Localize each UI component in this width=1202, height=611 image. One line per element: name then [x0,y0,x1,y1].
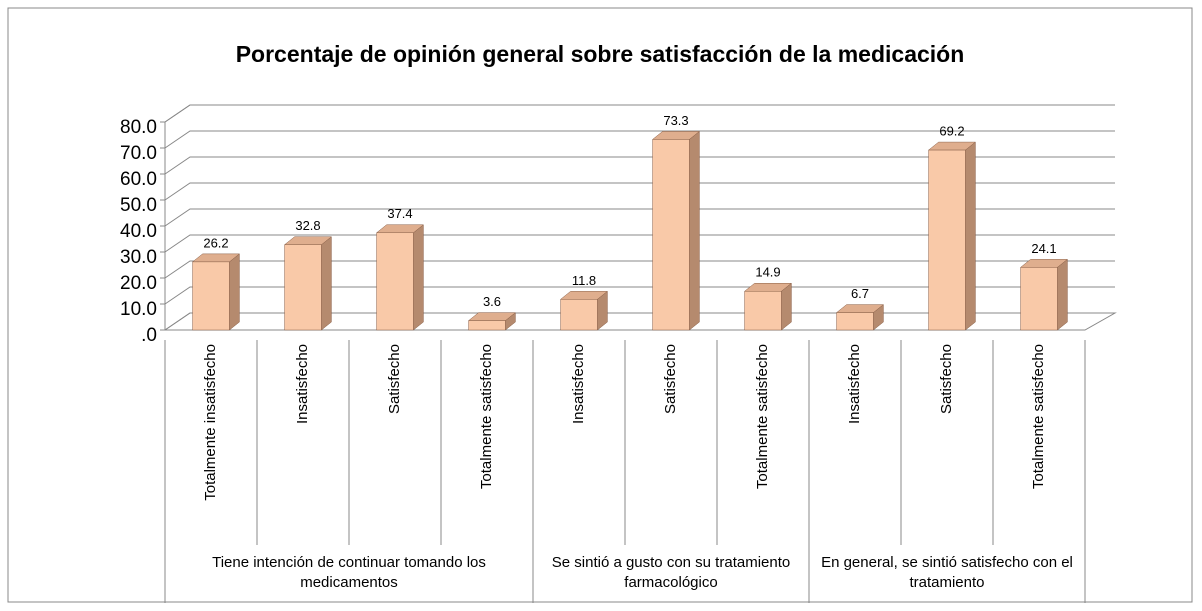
x-tick-label: Totalmente satisfecho [754,344,771,489]
x-tick-label: Satisfecho [386,344,403,414]
bar [284,244,322,331]
y-tick-label: 80.0 [120,117,157,138]
chart-title: Porcentaje de opinión general sobre sati… [236,41,965,67]
bar-side [229,253,240,331]
y-tick-label: 20.0 [120,273,157,294]
y-tick-label: 60.0 [120,169,157,190]
x-tick-label: Satisfecho [938,344,955,414]
data-label: 14.9 [755,265,780,280]
data-label: 26.2 [203,235,228,250]
bar-side [689,130,700,331]
y-tick-label: 40.0 [120,221,157,242]
x-tick-label: Totalmente satisfecho [1030,344,1047,489]
bar-side [413,224,424,331]
bar [192,261,230,331]
x-tick-label: Insatisfecho [846,344,863,424]
bar-side [321,236,332,331]
data-label: 24.1 [1031,241,1056,256]
grid-line [164,156,1115,175]
y-tick-label: 30.0 [120,247,157,268]
y-tick-label: 70.0 [120,143,157,164]
grid-line [164,182,1115,201]
data-label: 3.6 [483,294,501,309]
x-tick-label: Satisfecho [662,344,679,414]
data-label: 73.3 [663,113,688,128]
x-tick-label: Totalmente insatisfecho [202,344,219,501]
bar [560,299,598,331]
group-label: Tiene intención de continuar tomando los… [212,554,486,591]
data-label: 69.2 [939,124,964,139]
data-label: 32.8 [295,218,320,233]
bar [468,320,506,331]
x-tick-label: Insatisfecho [570,344,587,424]
grid-line [164,130,1115,149]
y-tick-label: 50.0 [120,195,157,216]
bar [1020,267,1058,331]
grid-line [164,104,1115,123]
bar-side [1057,258,1068,331]
data-label: 6.7 [851,286,869,301]
grid-line [164,286,1115,305]
grid-line [164,234,1115,253]
grid-line [164,312,1115,331]
x-tick-label: Totalmente satisfecho [478,344,495,489]
grid-line [164,208,1115,227]
data-label: 11.8 [572,273,596,288]
bar [836,312,874,331]
bar [928,149,966,331]
bar [744,291,782,331]
group-label: Se sintió a gusto con su tratamiento far… [551,554,791,591]
y-tick-label: .0 [141,325,157,346]
grid-line [164,260,1115,279]
group-label: En general, se sintió satisfecho con el … [821,554,1073,591]
bar-side [965,141,976,331]
x-tick-label: Insatisfecho [294,344,311,424]
data-label: 37.4 [387,206,412,221]
y-tick-label: 10.0 [120,299,157,320]
bar [376,232,414,331]
bar [652,139,690,331]
